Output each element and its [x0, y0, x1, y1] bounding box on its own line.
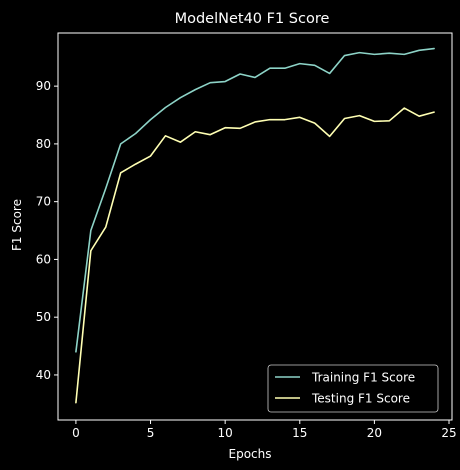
- x-tick-label: 15: [292, 426, 307, 440]
- y-tick-label: 70: [36, 195, 51, 209]
- x-tick-label: 0: [72, 426, 80, 440]
- legend-box: [267, 364, 439, 413]
- x-tick-label: 25: [441, 426, 456, 440]
- plot-frame: [57, 32, 453, 421]
- y-tick-label: 40: [36, 368, 51, 382]
- series-line-training: [75, 47, 435, 353]
- y-axis: 40 50 60 70 80 90: [36, 79, 58, 382]
- legend-label: Training F1 Score: [311, 371, 415, 385]
- legend: Training F1 Score Testing F1 Score: [267, 364, 439, 413]
- x-tick-label: 20: [367, 426, 382, 440]
- y-axis-label: F1 Score: [10, 199, 24, 251]
- y-tick-label: 60: [36, 252, 51, 266]
- y-tick-label: 90: [36, 79, 51, 93]
- x-axis: 0 5 10 15 20 25: [72, 420, 457, 440]
- x-tick-label: 10: [218, 426, 233, 440]
- x-axis-label: Epochs: [229, 447, 272, 461]
- legend-label: Testing F1 Score: [311, 392, 410, 406]
- y-tick-label: 50: [36, 310, 51, 324]
- series-line-testing: [75, 107, 435, 404]
- y-tick-label: 80: [36, 137, 51, 151]
- series-layer: [75, 47, 435, 404]
- plot-area: [57, 32, 453, 421]
- chart-title: ModelNet40 F1 Score: [175, 11, 330, 27]
- x-tick-label: 5: [147, 426, 155, 440]
